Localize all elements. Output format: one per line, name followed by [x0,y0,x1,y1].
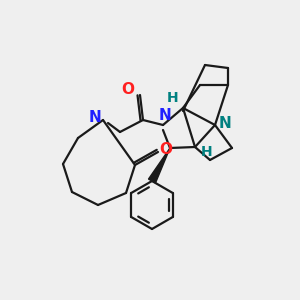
Text: N: N [159,109,171,124]
Text: O: O [122,82,134,98]
Text: N: N [219,116,231,130]
Text: O: O [160,142,172,157]
Text: H: H [201,145,213,159]
Text: N: N [88,110,101,125]
Text: H: H [167,91,179,105]
Polygon shape [148,148,170,183]
